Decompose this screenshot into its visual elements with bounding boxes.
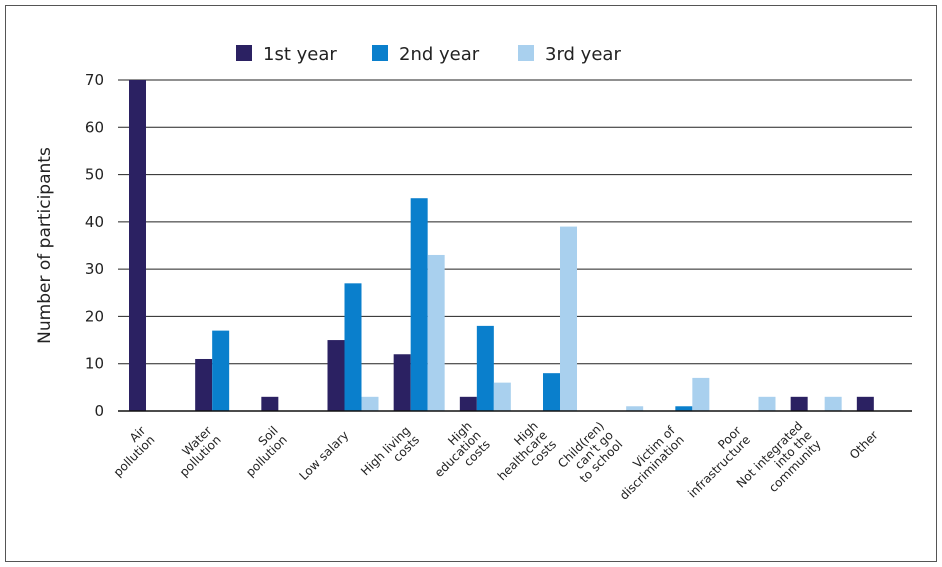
- legend-swatch: [518, 45, 534, 61]
- bar-2nd-year-4: [410, 198, 428, 411]
- bar-3rd-year-7: [626, 406, 644, 411]
- bar-1st-year-4: [393, 354, 411, 411]
- category-label-line: Low salary: [296, 428, 351, 483]
- legend-label: 2nd year: [399, 44, 480, 65]
- y-axis-label: Number of participants: [35, 147, 55, 344]
- bar-3rd-year-9: [758, 396, 776, 411]
- y-tick-label: 0: [94, 402, 104, 420]
- bar-1st-year-0: [129, 80, 146, 411]
- y-tick-label: 60: [85, 118, 104, 136]
- bar-1st-year-1: [195, 358, 213, 411]
- bar-1st-year-10: [790, 396, 808, 411]
- bar-3rd-year-8: [692, 377, 710, 411]
- legend-swatch: [372, 45, 388, 61]
- bar-2nd-year-3: [344, 283, 362, 411]
- bar-3rd-year-3: [361, 396, 379, 411]
- legend-swatch: [236, 45, 252, 61]
- bar-3rd-year-10: [824, 396, 842, 411]
- category-label: Other: [847, 428, 881, 462]
- bar-1st-year-2: [261, 396, 279, 411]
- category-label-line: Other: [847, 428, 881, 462]
- legend-label: 3rd year: [545, 44, 621, 65]
- bar-3rd-year-4: [427, 254, 445, 411]
- bar-3rd-year-5: [493, 382, 511, 411]
- bar-1st-year-11: [856, 396, 874, 411]
- bar-1st-year-3: [327, 340, 345, 411]
- bar-2nd-year-6: [543, 373, 560, 411]
- bar-2nd-year-5: [476, 325, 494, 411]
- gridlines: [118, 79, 912, 365]
- bar-2nd-year-1: [212, 330, 230, 411]
- bar-3rd-year-6: [560, 226, 577, 411]
- bar-2nd-year-8: [675, 406, 693, 411]
- y-tick-label: 50: [85, 166, 104, 184]
- y-tick-label: 10: [85, 355, 104, 373]
- category-label: Low salary: [296, 428, 351, 483]
- y-tick-label: 70: [85, 71, 104, 89]
- y-tick-label: 40: [85, 213, 104, 231]
- legend: 1st year 2nd year 3rd year: [236, 44, 621, 65]
- y-axis-ticks: 0 10 20 30 40 50 60 70: [85, 71, 104, 420]
- bar-1st-year-5: [459, 396, 477, 411]
- y-tick-label: 30: [85, 260, 104, 278]
- legend-label: 1st year: [263, 44, 337, 65]
- chart-frame: [5, 5, 937, 562]
- bars: [129, 80, 874, 411]
- y-tick-label: 20: [85, 307, 104, 325]
